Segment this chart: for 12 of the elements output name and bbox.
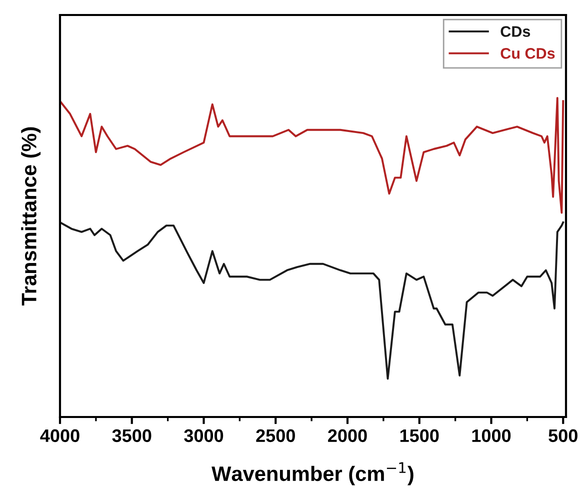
x-tick-label: 1000 (472, 429, 511, 442)
x-tick-label: 3000 (184, 429, 224, 442)
x-tick-label: 500 (548, 429, 578, 442)
x-axis-title: Wavenumber (cm$^{−1}$) (212, 462, 414, 486)
x-tick-label: 3500 (112, 429, 152, 442)
x-tick-label: 2500 (256, 429, 295, 442)
legend-label: CDs (500, 26, 530, 37)
x-tick-label: 2000 (328, 429, 367, 442)
legend-label: Cu CDs (500, 48, 555, 59)
x-tick-label: 1500 (400, 429, 439, 442)
y-axis-title: Transmittance (%) (21, 127, 41, 306)
x-tick-label: 4000 (40, 429, 80, 442)
